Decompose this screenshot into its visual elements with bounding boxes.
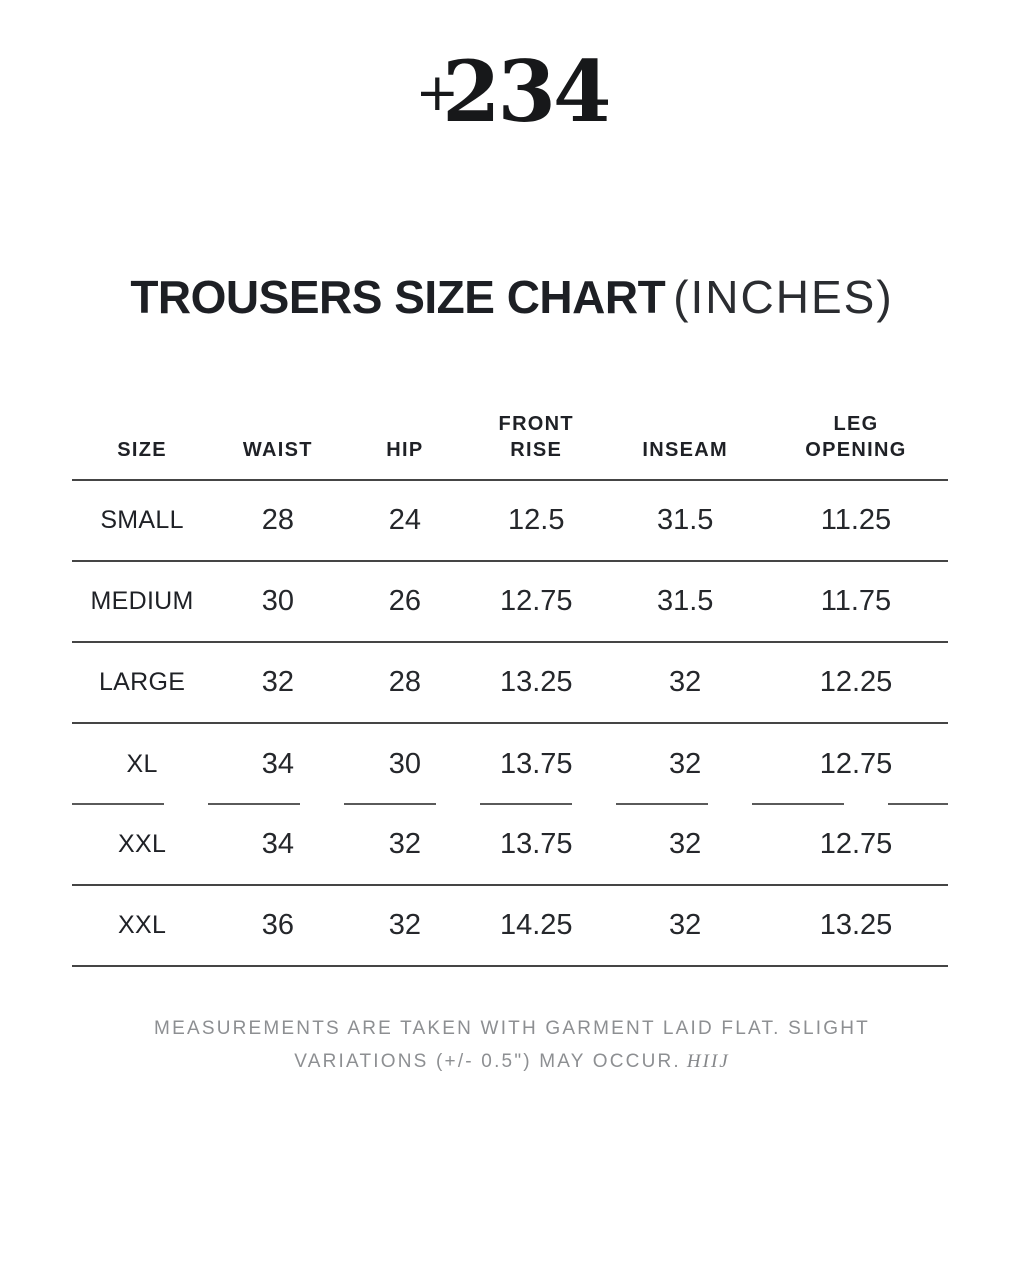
table-row-xxl-1: XXL 34 32 13.75 32 12.75 [72,805,948,886]
cell-hip: 30 [388,748,421,780]
note-line-1: MEASUREMENTS ARE TAKEN WITH GARMENT LAID… [154,1018,870,1039]
cell-hip: 28 [388,666,421,698]
logo-number: 234 [442,42,611,141]
cell-size: MEDIUM [90,587,194,615]
note-code: HIIJ [686,1051,730,1072]
header-size: SIZE [117,439,167,461]
cell-leg-opening: 13.25 [819,909,893,941]
cell-size: LARGE [98,668,186,696]
table-header-row: SIZE WAIST HIP FRONT RISE INSEAM LEG OPE… [72,385,948,481]
table-row-large: LARGE 32 28 13.25 32 12.25 [72,643,948,724]
cell-size: XXL [118,830,167,858]
note-line-2: VARIATIONS (+/- 0.5") MAY OCCUR. HIIJ [0,1045,1024,1078]
cell-front-rise: 13.75 [499,828,573,860]
table-row-medium: MEDIUM 30 26 12.75 31.5 11.75 [72,562,948,643]
cell-waist: 28 [261,504,294,536]
cell-inseam: 32 [669,828,702,860]
cell-inseam: 32 [669,666,702,698]
cell-waist: 30 [261,585,294,617]
header-hip: HIP [386,439,424,461]
cell-waist: 34 [261,828,294,860]
cell-front-rise: 12.5 [508,504,565,536]
brand-logo-text: +234 [0,50,1024,134]
page-title-units: (INCHES) [673,271,894,323]
logo-plus-sign: + [415,63,460,123]
measurement-note: MEASUREMENTS ARE TAKEN WITH GARMENT LAID… [0,1012,1024,1078]
table-row-small: SMALL 28 24 12.5 31.5 11.25 [72,481,948,562]
cell-waist: 36 [261,909,294,941]
brand-logo: +234 [0,50,1024,134]
note-line-2-text: VARIATIONS (+/- 0.5") MAY OCCUR. [294,1051,681,1072]
cell-leg-opening: 11.25 [820,504,892,536]
cell-size: XL [126,750,158,778]
cell-leg-opening: 12.75 [819,748,893,780]
cell-size: XXL [118,911,167,939]
cell-hip: 24 [388,504,421,536]
cell-hip: 32 [388,909,421,941]
header-leg-opening: LEG OPENING [805,413,907,461]
cell-hip: 32 [388,828,421,860]
cell-leg-opening: 12.75 [819,828,893,860]
cell-hip: 26 [388,585,421,617]
cell-front-rise: 12.75 [499,585,573,617]
cell-inseam: 32 [669,909,702,941]
cell-waist: 34 [261,748,294,780]
size-table: SIZE WAIST HIP FRONT RISE INSEAM LEG OPE… [72,385,948,967]
cell-inseam: 32 [669,748,702,780]
table-row-xxl-2: XXL 36 32 14.25 32 13.25 [72,886,948,967]
cell-front-rise: 13.75 [499,748,573,780]
page-title-main: TROUSERS SIZE CHART [130,271,666,323]
cell-waist: 32 [261,666,294,698]
page-title: TROUSERS SIZE CHART (INCHES) [0,274,1024,320]
cell-front-rise: 14.25 [499,909,573,941]
header-inseam: INSEAM [642,439,728,461]
cell-leg-opening: 12.25 [819,666,893,698]
cell-front-rise: 13.25 [499,666,573,698]
header-waist: WAIST [242,439,313,461]
cell-leg-opening: 11.75 [820,585,892,617]
cell-inseam: 31.5 [656,585,714,617]
cell-inseam: 31.5 [656,504,714,536]
cell-size: SMALL [100,506,184,534]
table-row-xl: XL 34 30 13.75 32 12.75 [72,724,948,805]
header-front-rise: FRONT RISE [498,413,574,461]
